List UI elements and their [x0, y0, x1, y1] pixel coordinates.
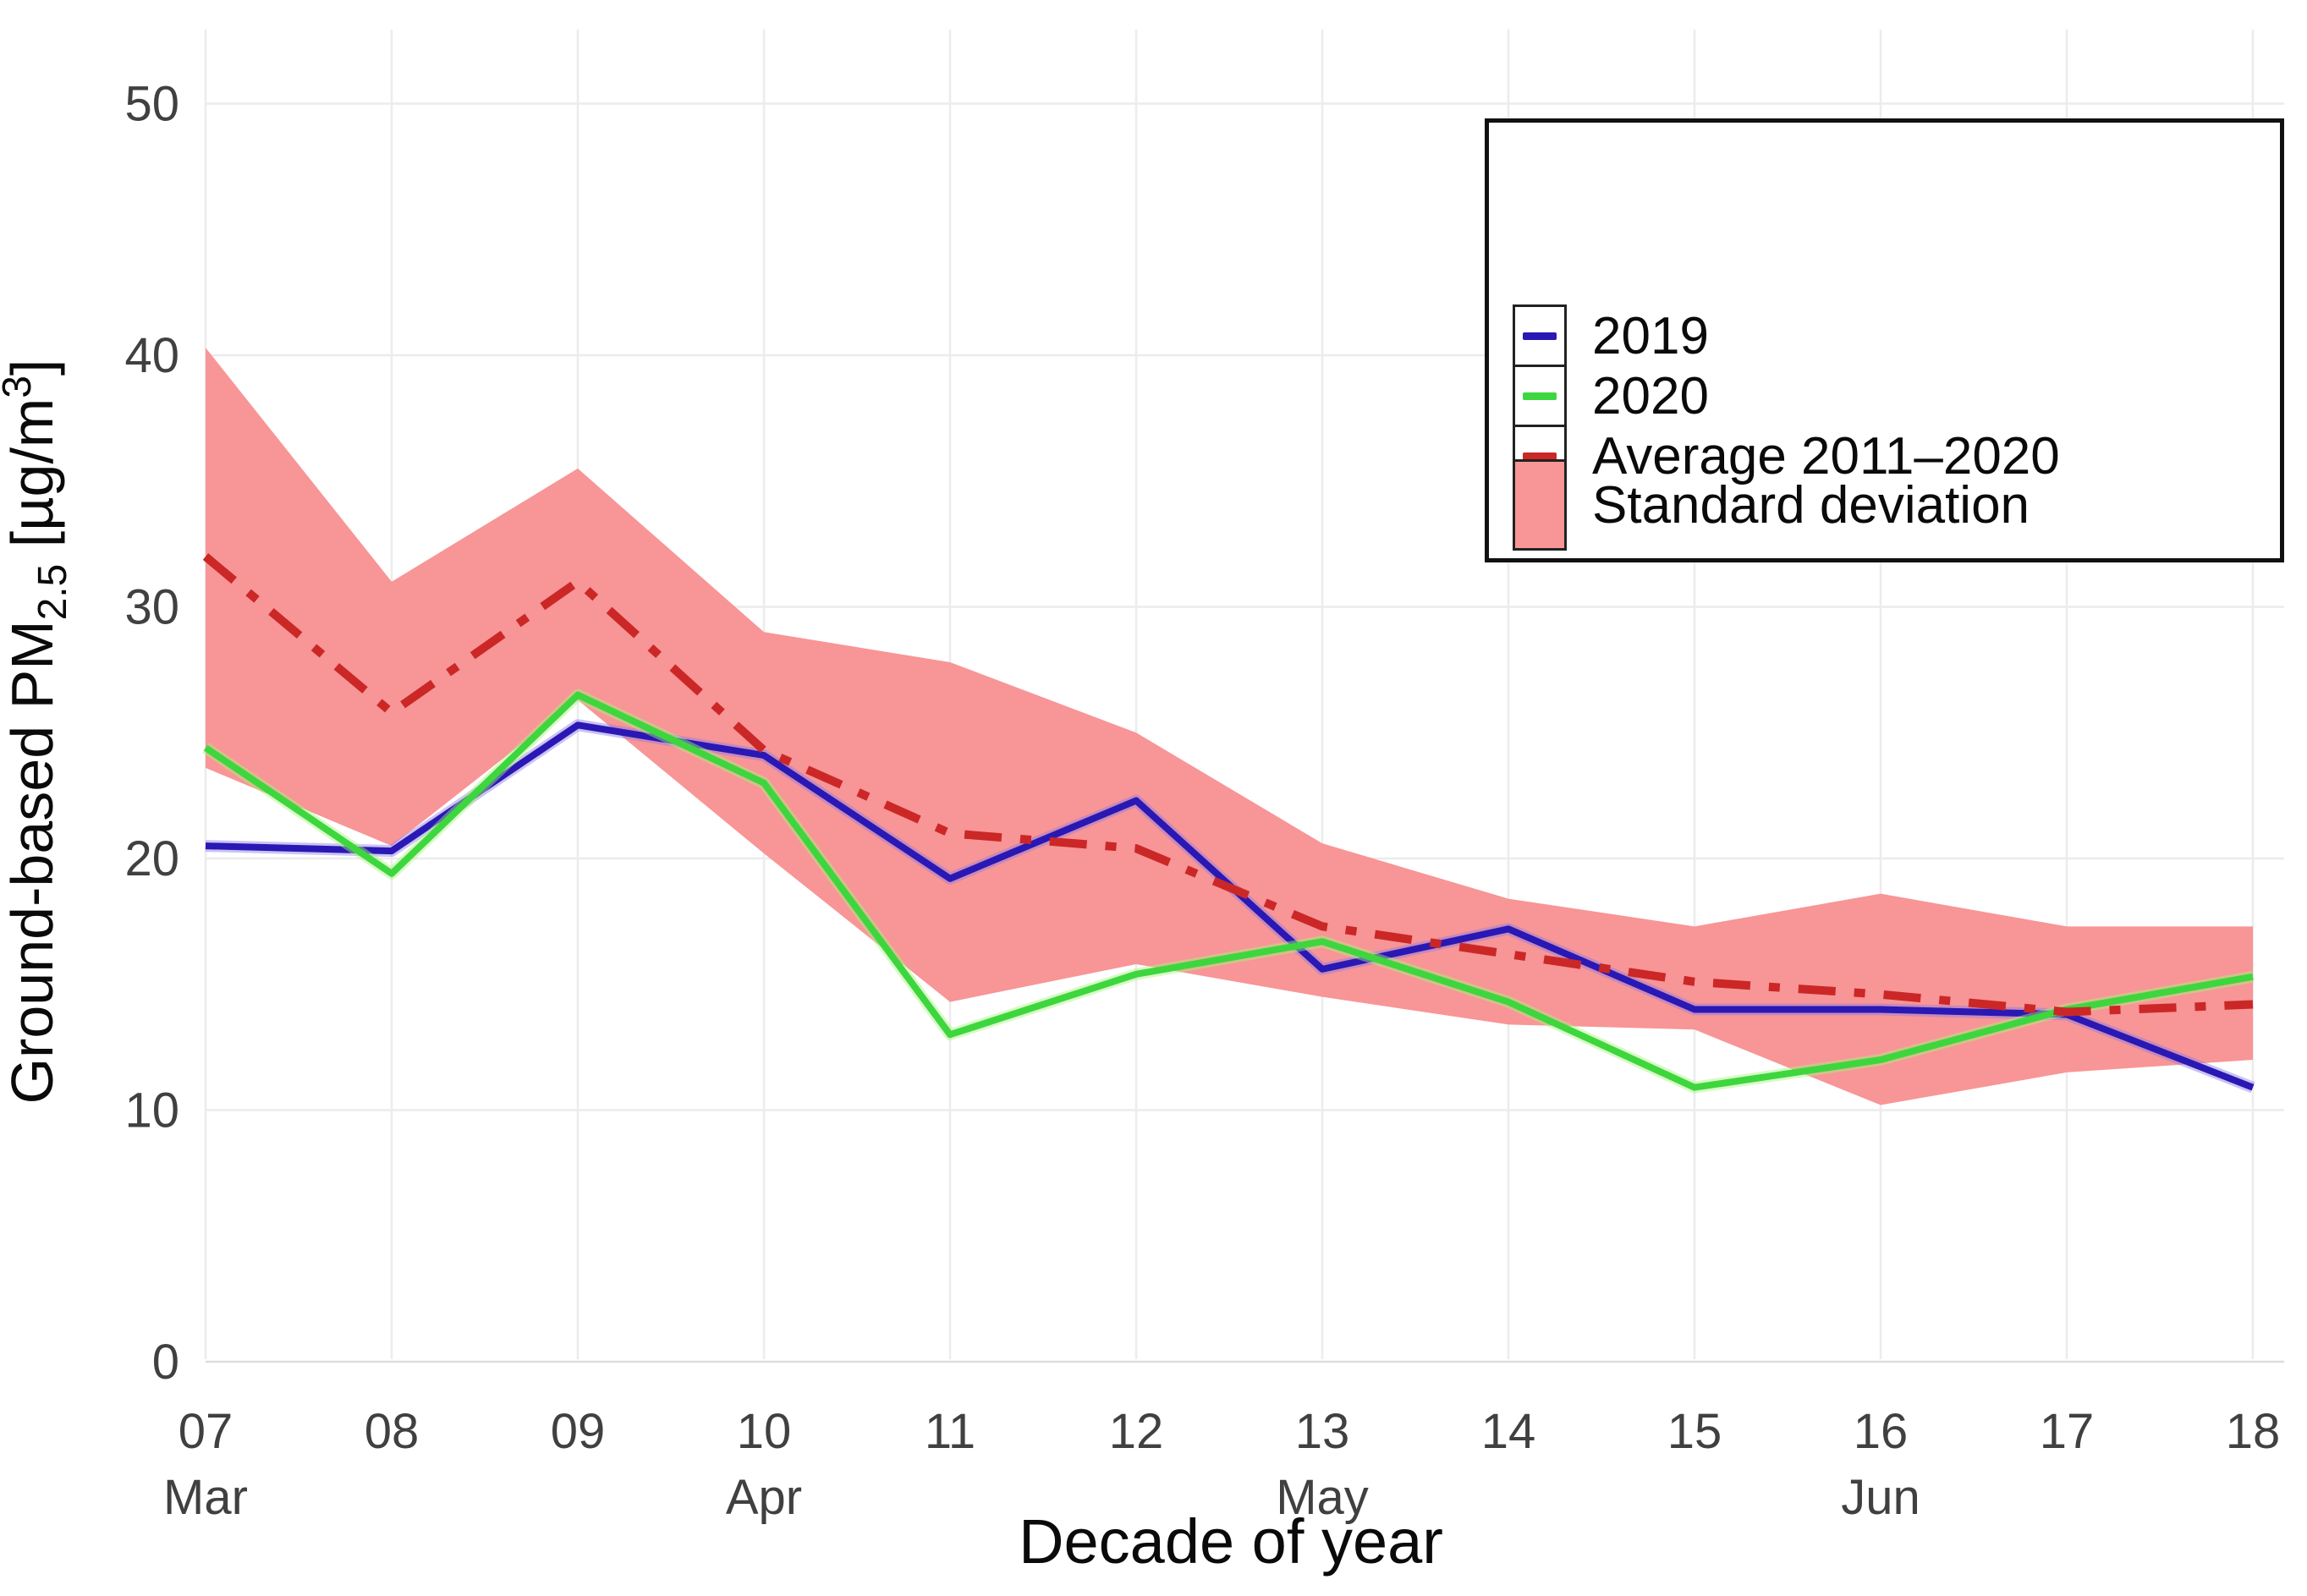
x-tick-label: 12	[1109, 1404, 1164, 1459]
legend-line-2020-icon	[1523, 392, 1557, 400]
x-tick-label: 18	[2226, 1404, 2281, 1459]
legend-line-average-icon	[1523, 452, 1557, 460]
y-axis-title-superscript: 3	[0, 376, 40, 398]
month-label: May	[1276, 1470, 1369, 1525]
x-tick-label: 14	[1481, 1404, 1536, 1459]
x-tick-label: 10	[737, 1404, 792, 1459]
legend-label-average: Average 2011–2020	[1592, 426, 2060, 485]
legend-key-2020	[1513, 365, 1567, 427]
y-tick-label: 20	[124, 831, 179, 886]
y-axis-title-main: Ground-based PM	[0, 620, 65, 1104]
x-tick-label: 16	[1854, 1404, 1909, 1459]
std-deviation-band-area	[206, 348, 2253, 1105]
y-tick-label: 40	[124, 328, 179, 383]
legend: 2019 2020 Average 2011–2020 Standard dev…	[1485, 118, 2284, 562]
y-axis-tick-labels: 0 10 20 30 40 50	[124, 77, 179, 1390]
x-axis-title: Decade of year	[1019, 1506, 1443, 1577]
legend-label-std-deviation: Standard deviation	[1592, 475, 2030, 535]
y-tick-label: 30	[124, 580, 179, 635]
y-tick-label: 50	[124, 77, 179, 132]
std-deviation-band	[206, 348, 2253, 1105]
y-axis-title-end: ]	[0, 359, 65, 376]
x-tick-label: 09	[551, 1404, 606, 1459]
y-tick-label: 10	[124, 1083, 179, 1138]
x-tick-label: 17	[2040, 1404, 2095, 1459]
month-label: Mar	[163, 1470, 248, 1525]
x-tick-label: 08	[365, 1404, 420, 1459]
legend-band-swatch-icon	[1513, 459, 1567, 551]
month-label: Jun	[1841, 1470, 1920, 1525]
x-tick-label: 15	[1667, 1404, 1722, 1459]
legend-line-2019-icon	[1523, 332, 1557, 340]
legend-label-2019: 2019	[1592, 306, 1709, 365]
series-line-2020	[203, 691, 2254, 1091]
month-label: Apr	[726, 1470, 802, 1525]
x-axis-tick-labels: 07 08 09 10 11 12 13 14 15 16 17 18	[179, 1404, 2281, 1459]
legend-label-2020: 2020	[1592, 366, 1709, 425]
y-axis-title: Ground-based PM2.5 [µg/m3]	[0, 359, 75, 1105]
y-tick-label: 0	[152, 1335, 179, 1390]
series-lines	[202, 553, 2255, 1094]
x-tick-label: 13	[1295, 1404, 1350, 1459]
y-axis-title-subscript: 2.5	[30, 564, 75, 621]
series-line-Average-2011-2020	[202, 553, 2254, 1017]
x-tick-label: 07	[179, 1404, 233, 1459]
legend-key-2019	[1513, 304, 1567, 367]
x-tick-label: 11	[925, 1404, 975, 1459]
y-axis-title-mid: [µg/m	[0, 398, 65, 564]
x-axis-month-labels: Mar Apr May Jun	[163, 1470, 1920, 1525]
